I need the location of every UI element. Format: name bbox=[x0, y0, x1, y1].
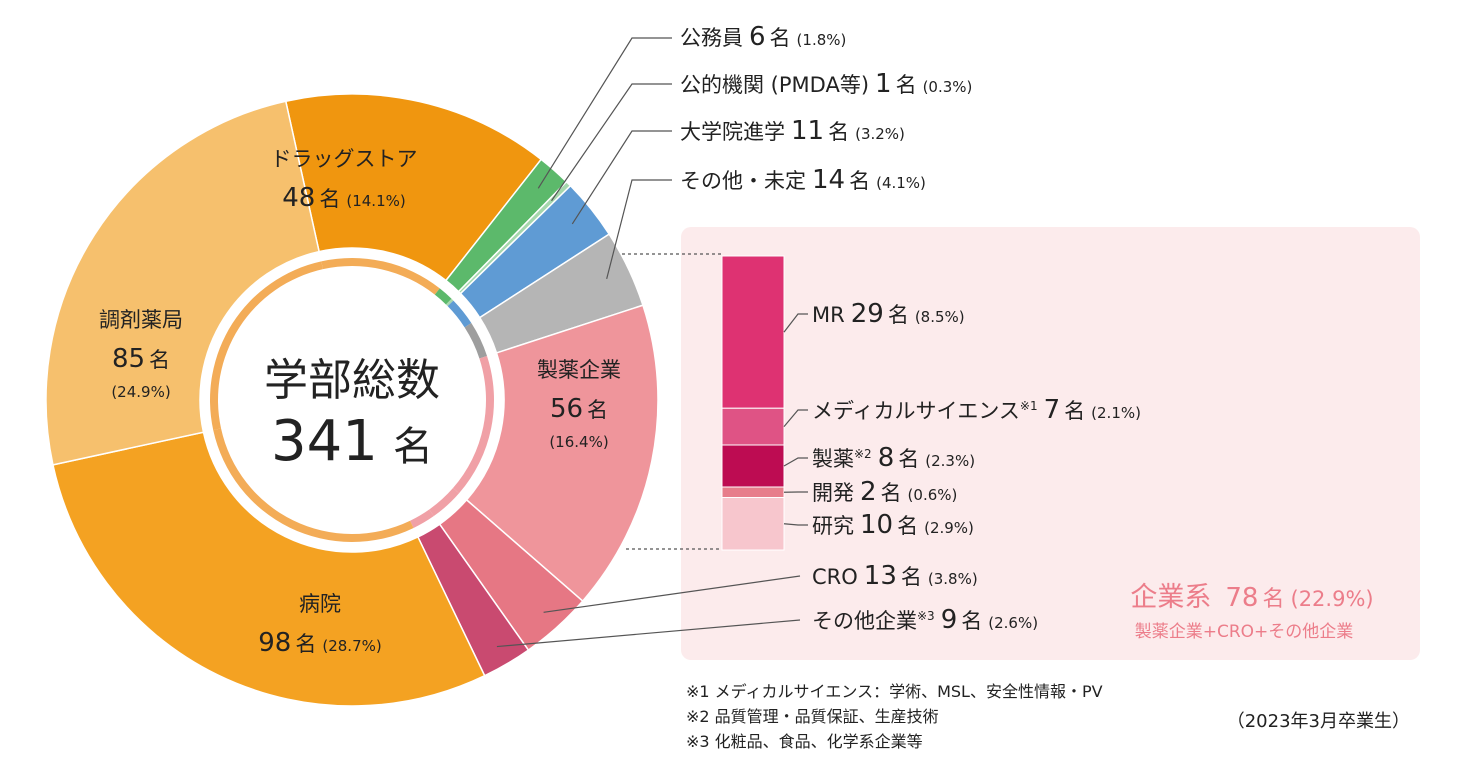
inner-ring-hospital bbox=[213, 428, 414, 542]
leader-other-undecided bbox=[606, 179, 672, 280]
center-title: 学部総数 bbox=[264, 355, 440, 406]
inner-ring-cro bbox=[429, 488, 460, 517]
label-medical-science: メディカルサイエンス※1 7 名 (2.1%) bbox=[812, 395, 1141, 425]
label-other-company: その他企業※3 9 名 (2.6%) bbox=[812, 605, 1038, 635]
label-pharmacy-count: 85 名 bbox=[112, 344, 170, 374]
label-manufacturing: 製薬※2 8 名 (2.3%) bbox=[812, 443, 975, 473]
inner-ring-public-servant bbox=[434, 288, 452, 305]
inner-ring-pharma bbox=[453, 356, 494, 494]
bar-mr bbox=[721, 255, 785, 409]
label-hospital-name: 病院 bbox=[299, 592, 341, 616]
footnote-2: ※2 品質管理・品質保証、生産技術 bbox=[686, 707, 939, 726]
bar-manufacturing bbox=[721, 444, 785, 488]
slice-pharma bbox=[465, 304, 659, 603]
corporate-panel bbox=[681, 227, 1420, 660]
leader-mr bbox=[783, 313, 808, 333]
leader-other-company bbox=[496, 619, 801, 648]
inner-ring-other-undecided bbox=[464, 323, 488, 359]
label-grad-school: 大学院進学 11 名 (3.2%) bbox=[680, 116, 905, 146]
label-pharma-pct: (16.4%) bbox=[549, 433, 608, 451]
inner-ring bbox=[210, 258, 494, 542]
label-drugstore-count: 48 名 (14.1%) bbox=[282, 183, 405, 213]
label-pharmacy-pct: (24.9%) bbox=[111, 383, 170, 401]
leader-grad-school bbox=[571, 130, 672, 225]
slice-labels: 公務員 6 名 (1.8%) 公的機関 (PMDA等) 1 名 (0.3%) 大学院進学 11 名(… bbox=[99, 22, 1374, 658]
corporate-note: 製薬企業+CRO+その他企業 bbox=[1135, 622, 1354, 642]
footnote-3: ※3 化粧品、食品、化学系企業等 bbox=[686, 732, 923, 751]
label-cro: CRO 13 名 (3.8%) bbox=[812, 561, 978, 591]
footnote-1: ※1 メディカルサイエンス：学術、MSL、安全性情報・PV bbox=[686, 682, 1103, 701]
footnotes: ※1 メディカルサイエンス：学術、MSL、安全性情報・PV ※2 品質管理・品質保… bbox=[686, 682, 1103, 751]
bar-development bbox=[721, 486, 785, 498]
bar-medical-science bbox=[721, 407, 785, 446]
slice-hospital bbox=[52, 431, 486, 707]
label-public-org: 公的機関 (PMDA等) 1 名 (0.3%) bbox=[680, 69, 972, 99]
center-total: 341 名 bbox=[271, 409, 433, 474]
inner-ring-other-company bbox=[410, 509, 434, 528]
label-development: 開発 2 名 (0.6%) bbox=[812, 477, 957, 507]
leader-lines bbox=[496, 37, 808, 648]
leader-manufacturing bbox=[783, 457, 808, 467]
inner-ring-public-org bbox=[445, 298, 454, 307]
bar-research bbox=[721, 497, 785, 551]
inner-ring-pharmacy bbox=[210, 261, 323, 431]
slice-pharmacy bbox=[45, 100, 320, 466]
leader-public-servant bbox=[537, 37, 672, 189]
label-drugstore-name: ドラッグストア bbox=[271, 147, 418, 171]
leader-research bbox=[783, 523, 808, 526]
pharma-breakdown-bar bbox=[721, 255, 785, 551]
label-pharma-count: 56 名 bbox=[550, 394, 608, 424]
graduation-note: （2023年3月卒業生） bbox=[1227, 711, 1410, 732]
label-research: 研究 10 名 (2.9%) bbox=[812, 510, 974, 540]
corporate-total: 企業系 78 名 (22.9%) bbox=[1130, 582, 1373, 613]
label-hospital-count: 98 名 (28.7%) bbox=[258, 628, 381, 658]
inner-ring-grad-school bbox=[447, 300, 472, 328]
label-pharmacy-name: 調剤薬局 bbox=[99, 308, 183, 332]
inner-ring-drugstore bbox=[321, 258, 440, 295]
leader-cro bbox=[543, 575, 801, 613]
label-pharma-name: 製薬企業 bbox=[537, 358, 621, 382]
center-total-value: 341 bbox=[271, 409, 378, 474]
label-other-undecided: その他・未定 14 名 (4.1%) bbox=[680, 165, 926, 195]
leader-public-org bbox=[551, 83, 672, 202]
outer-ring bbox=[45, 93, 659, 707]
center-total-unit: 名 bbox=[393, 424, 433, 470]
label-public-servant: 公務員 6 名 (1.8%) bbox=[680, 22, 846, 52]
leader-medical-science bbox=[783, 409, 808, 428]
slice-drugstore bbox=[284, 93, 543, 282]
label-mr: MR 29 名 (8.5%) bbox=[812, 299, 965, 329]
